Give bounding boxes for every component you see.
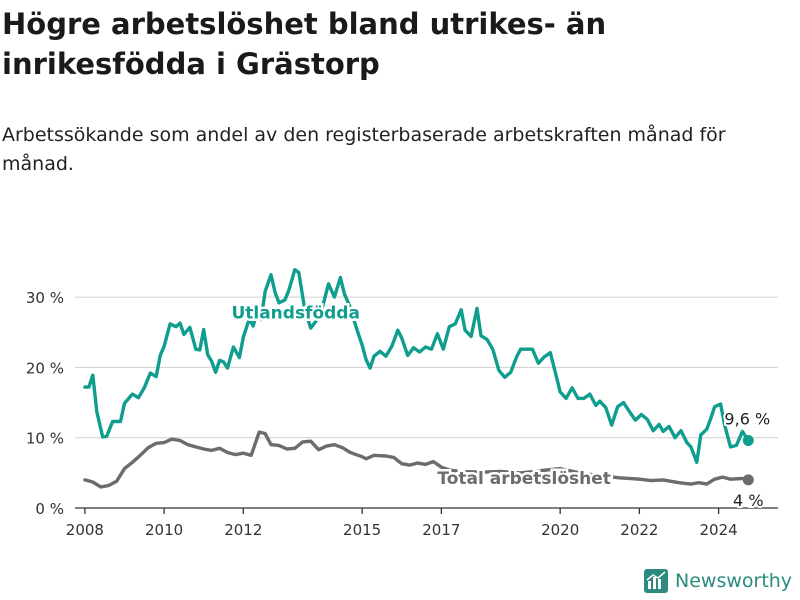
- end-label-total: 4 %: [733, 491, 763, 510]
- x-tick-label: 2017: [422, 521, 460, 539]
- chart-title: Högre arbetslöshet bland utrikes- än inr…: [2, 7, 607, 81]
- end-label-utlandsfodda: 9,6 %: [724, 410, 770, 429]
- y-tick-label: 10 %: [26, 430, 64, 448]
- x-tick-label: 2012: [224, 521, 262, 539]
- brand-name: Newsworthy: [675, 570, 793, 592]
- bar-chart-logo-icon: [644, 569, 668, 593]
- x-tick-label: 2015: [343, 521, 381, 539]
- y-tick-label: 30 %: [26, 289, 64, 307]
- x-tick-label: 2008: [66, 521, 104, 539]
- x-tick-label: 2024: [699, 521, 737, 539]
- x-tick-label: 2022: [620, 521, 658, 539]
- series-line-utlandsfodda: [83, 268, 750, 464]
- end-point-utlandsfodda: [742, 435, 754, 447]
- chart-subtitle: Arbetssökande som andel av den registerb…: [2, 124, 726, 175]
- newsworthy-logo: Newsworthy: [644, 569, 792, 593]
- series-line-total-arbetsloshet: [83, 430, 750, 489]
- x-tick-label: 2010: [145, 521, 183, 539]
- y-tick-label: 0 %: [35, 500, 64, 518]
- y-tick-label: 20 %: [26, 359, 64, 377]
- x-tick-label: 2020: [541, 521, 579, 539]
- end-point-total-arbetsloshet: [742, 474, 754, 486]
- series-label-total: Total arbetslöshet: [437, 469, 611, 489]
- series-label-utlandsfodda: Utlandsfödda: [231, 304, 360, 324]
